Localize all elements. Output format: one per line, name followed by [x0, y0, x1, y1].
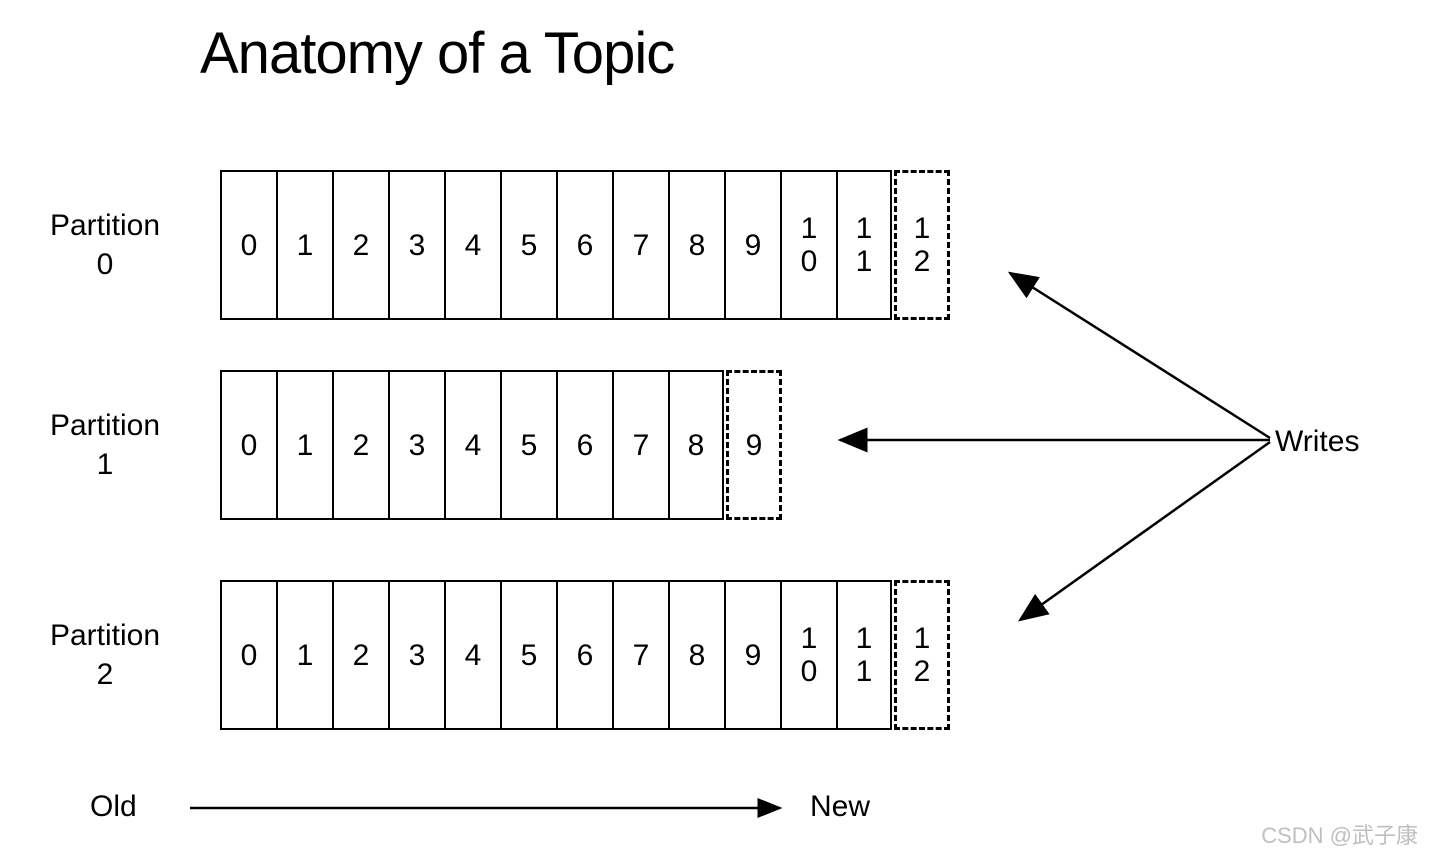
cell: 3 [388, 370, 444, 520]
partition-label-num: 2 [97, 658, 114, 691]
write-arrow [1020, 442, 1270, 620]
partition-label-num: 0 [97, 248, 114, 281]
cell: 6 [556, 170, 612, 320]
partition-label-2: Partition 2 [20, 616, 190, 694]
partition-row-0: Partition00123456789101112 [20, 170, 950, 320]
partition-label-1: Partition 1 [20, 406, 190, 484]
cell: 3 [388, 580, 444, 730]
cell: 6 [556, 370, 612, 520]
cell: 8 [668, 170, 724, 320]
cell: 0 [220, 370, 276, 520]
cell: 5 [500, 370, 556, 520]
partition-label-text: Partition [50, 209, 160, 242]
writes-label: Writes [1275, 425, 1359, 459]
cell: 2 [332, 370, 388, 520]
cell: 6 [556, 580, 612, 730]
timeline-new-label: New [810, 790, 870, 824]
partition-label-0: Partition 0 [20, 206, 190, 284]
cell-dashed: 12 [894, 170, 950, 320]
cell-dashed: 9 [726, 370, 782, 520]
cell: 9 [724, 170, 780, 320]
cell: 1 [276, 170, 332, 320]
cell: 11 [836, 580, 892, 730]
cell: 2 [332, 170, 388, 320]
cell: 1 [276, 370, 332, 520]
cell: 4 [444, 580, 500, 730]
cell: 2 [332, 580, 388, 730]
cell: 10 [780, 580, 836, 730]
diagram-title: Anatomy of a Topic [200, 20, 674, 87]
partition-cells-1: 0123456789 [220, 370, 782, 520]
cell: 1 [276, 580, 332, 730]
cell: 9 [724, 580, 780, 730]
cell: 5 [500, 580, 556, 730]
cell: 8 [668, 580, 724, 730]
partition-label-text: Partition [50, 619, 160, 652]
cell: 7 [612, 370, 668, 520]
cell: 10 [780, 170, 836, 320]
partition-label-text: Partition [50, 409, 160, 442]
partition-label-num: 1 [97, 448, 114, 481]
timeline-old-label: Old [90, 790, 137, 824]
write-arrow [1010, 273, 1270, 438]
partition-cells-2: 0123456789101112 [220, 580, 950, 730]
cell: 4 [444, 170, 500, 320]
partition-row-1: Partition10123456789 [20, 370, 782, 520]
cell: 7 [612, 170, 668, 320]
cell: 7 [612, 580, 668, 730]
timeline-new-wrap: New [810, 790, 870, 824]
watermark: CSDN @武子康 [1261, 818, 1418, 850]
partition-row-2: Partition20123456789101112 [20, 580, 950, 730]
partition-cells-0: 0123456789101112 [220, 170, 950, 320]
cell: 0 [220, 580, 276, 730]
cell: 3 [388, 170, 444, 320]
timeline-row: Old [90, 790, 137, 824]
cell: 11 [836, 170, 892, 320]
cell-dashed: 12 [894, 580, 950, 730]
cell: 8 [668, 370, 724, 520]
cell: 4 [444, 370, 500, 520]
cell: 5 [500, 170, 556, 320]
cell: 0 [220, 170, 276, 320]
